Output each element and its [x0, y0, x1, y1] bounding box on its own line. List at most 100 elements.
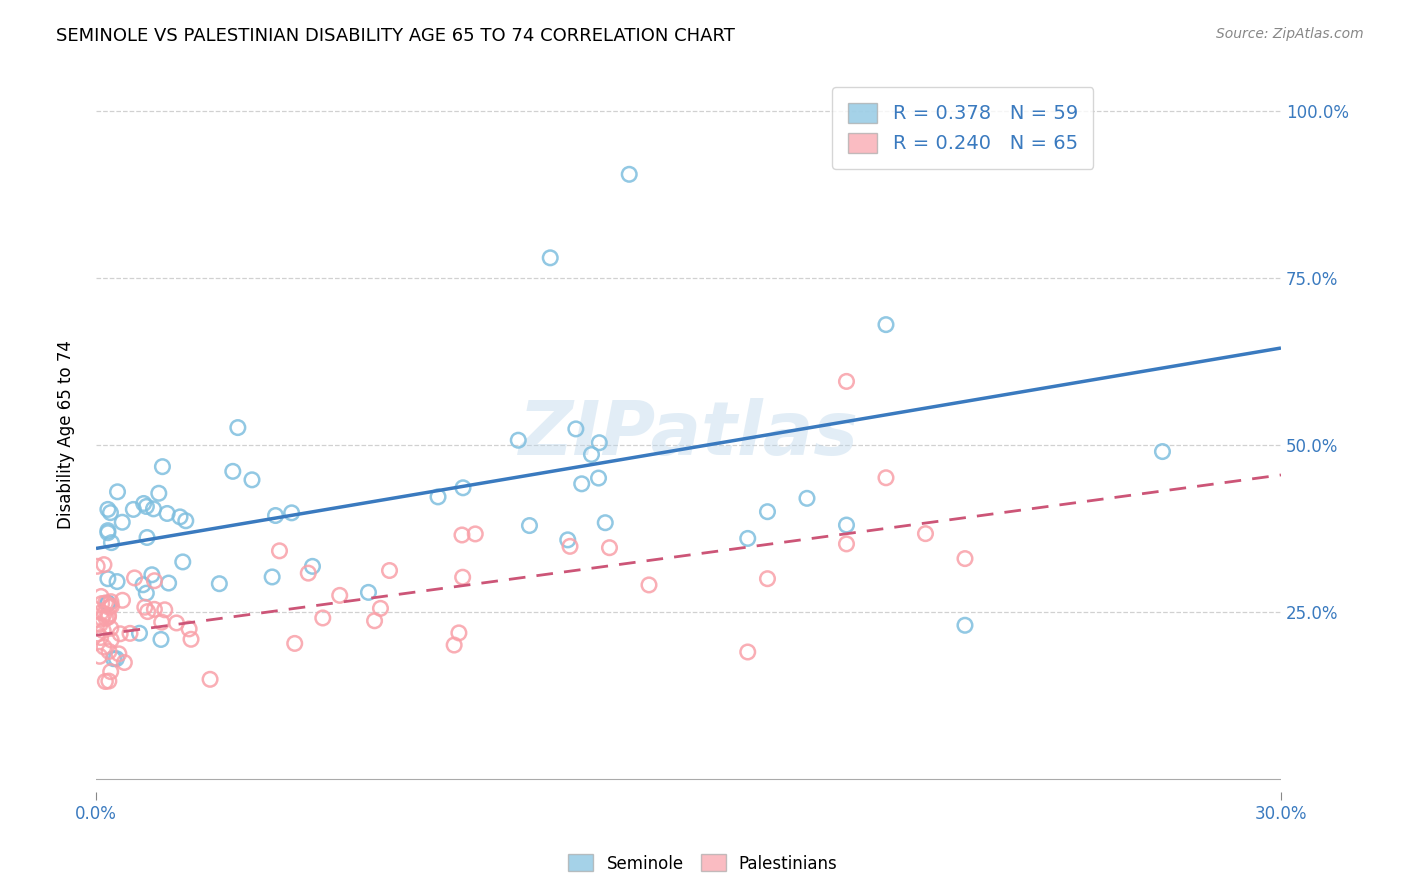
Point [108, 627, 131, 641]
Point [835, 375, 858, 389]
Point [557, 533, 579, 547]
Point [588, 471, 610, 485]
Point [174, 514, 197, 528]
Point [90, 606, 112, 620]
Point [953, 551, 976, 566]
Point [94, 611, 117, 625]
Point [1152, 444, 1174, 458]
Point [100, 665, 122, 679]
Point [150, 615, 173, 629]
Point [756, 572, 779, 586]
Y-axis label: Disability Age 65 to 74: Disability Age 65 to 74 [58, 341, 75, 529]
Point [97, 525, 120, 540]
Point [222, 464, 245, 478]
Point [953, 618, 976, 632]
Point [97, 608, 120, 623]
Point [86, 627, 108, 641]
Point [143, 574, 166, 588]
Point [100, 633, 122, 648]
Point [135, 500, 157, 514]
Point [598, 541, 620, 555]
Point [97, 596, 120, 610]
Point [370, 601, 392, 615]
Text: ZIPatlas: ZIPatlas [519, 399, 859, 471]
Point [103, 651, 125, 665]
Point [179, 622, 201, 636]
Point [447, 626, 470, 640]
Point [134, 600, 156, 615]
Point [94, 596, 117, 610]
Point [105, 651, 128, 665]
Point [111, 515, 134, 529]
Point [128, 626, 150, 640]
Point [136, 531, 159, 545]
Point [593, 516, 616, 530]
Point [357, 585, 380, 599]
Point [508, 434, 530, 448]
Point [264, 508, 287, 523]
Point [93, 607, 115, 621]
Point [363, 614, 385, 628]
Point [90, 597, 112, 611]
Point [619, 167, 641, 181]
Point [240, 473, 263, 487]
Point [90, 631, 112, 645]
Point [93, 640, 115, 654]
Point [89, 649, 111, 664]
Point [142, 501, 165, 516]
Point [97, 572, 120, 586]
Point [427, 490, 450, 504]
Point [94, 674, 117, 689]
Point [100, 621, 122, 635]
Point [451, 481, 474, 495]
Point [297, 566, 319, 581]
Point [226, 420, 249, 434]
Point [638, 578, 661, 592]
Point [112, 656, 135, 670]
Text: Source: ZipAtlas.com: Source: ZipAtlas.com [1216, 27, 1364, 41]
Point [329, 588, 352, 602]
Point [132, 578, 155, 592]
Point [301, 559, 323, 574]
Point [737, 645, 759, 659]
Point [105, 574, 128, 589]
Point [835, 537, 858, 551]
Point [118, 626, 141, 640]
Point [284, 636, 307, 650]
Point [172, 555, 194, 569]
Point [90, 590, 112, 604]
Point [98, 644, 121, 658]
Point [558, 539, 581, 553]
Point [100, 595, 122, 609]
Point [93, 558, 115, 572]
Legend: R = 0.378   N = 59, R = 0.240   N = 65: R = 0.378 N = 59, R = 0.240 N = 65 [832, 87, 1094, 169]
Point [86, 559, 108, 574]
Point [269, 544, 291, 558]
Point [108, 647, 131, 661]
Point [97, 610, 120, 624]
Point [756, 505, 779, 519]
Point [97, 674, 120, 689]
Point [136, 605, 159, 619]
Point [198, 673, 221, 687]
Point [122, 502, 145, 516]
Point [875, 318, 897, 332]
Point [152, 459, 174, 474]
Point [571, 476, 593, 491]
Point [124, 571, 146, 585]
Point [97, 524, 120, 538]
Point [156, 507, 179, 521]
Point [443, 638, 465, 652]
Point [180, 632, 202, 647]
Point [97, 502, 120, 516]
Point [149, 632, 172, 647]
Point [143, 602, 166, 616]
Point [835, 518, 858, 533]
Point [464, 527, 486, 541]
Legend: Seminole, Palestinians: Seminole, Palestinians [562, 847, 844, 880]
Point [737, 532, 759, 546]
Point [98, 600, 121, 615]
Point [100, 506, 122, 520]
Point [519, 518, 541, 533]
Point [141, 567, 163, 582]
